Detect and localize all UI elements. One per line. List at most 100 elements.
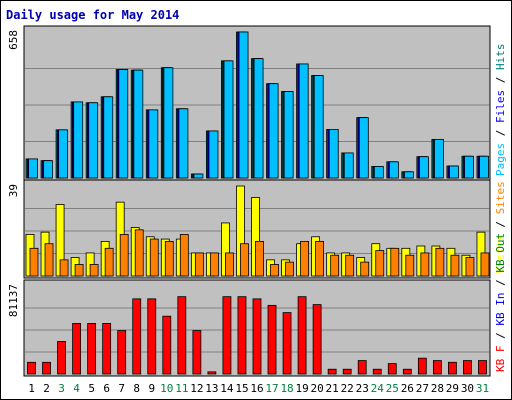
chart-title: Daily usage for May 2014 bbox=[6, 8, 179, 22]
bar-pages-day-12 bbox=[193, 173, 204, 179]
legend-separator: / bbox=[494, 273, 507, 293]
bar-pages-day-23 bbox=[358, 117, 369, 179]
bar-pages-day-11 bbox=[178, 108, 189, 179]
bar-kbf-day-11 bbox=[177, 296, 187, 375]
bar-kbf-day-4 bbox=[72, 323, 81, 375]
bar-pages-day-25 bbox=[388, 161, 399, 179]
bar-sites-day-29 bbox=[450, 254, 460, 277]
x-tick-label-day-26: 26 bbox=[401, 382, 414, 395]
x-tick-label-day-28: 28 bbox=[431, 382, 444, 395]
bar-sites-day-24 bbox=[375, 250, 385, 277]
kbytes-legend: KB F / KB In / KB Out bbox=[494, 233, 507, 372]
bar-pages-day-22 bbox=[343, 152, 354, 179]
bar-sites-day-18 bbox=[285, 261, 294, 277]
x-tick-label-day-20: 20 bbox=[311, 382, 324, 395]
bar-pages-day-31 bbox=[479, 155, 489, 179]
x-tick-label-day-15: 15 bbox=[235, 382, 248, 395]
bar-pages-day-19 bbox=[298, 63, 309, 179]
bar-pages-day-18 bbox=[283, 91, 294, 179]
bar-kbf-day-2 bbox=[42, 361, 51, 375]
bar-sites-day-1 bbox=[29, 247, 39, 277]
x-tick-label-day-23: 23 bbox=[356, 382, 369, 395]
bar-sites-day-17 bbox=[270, 264, 279, 277]
bar-sites-day-7 bbox=[119, 234, 129, 277]
bar-kbf-day-10 bbox=[162, 315, 172, 375]
bar-kbf-day-19 bbox=[297, 296, 307, 375]
bar-pages-day-15 bbox=[238, 31, 249, 179]
bar-pages-day-8 bbox=[133, 69, 144, 179]
bar-kbf-day-7 bbox=[117, 330, 127, 375]
bar-pages-day-28 bbox=[434, 138, 444, 179]
x-tick-label-day-17: 17 bbox=[265, 382, 278, 395]
x-tick-label-day-13: 13 bbox=[205, 382, 218, 395]
bar-pages-day-3 bbox=[58, 129, 69, 179]
bar-sites-day-5 bbox=[89, 264, 99, 277]
bar-kbf-day-22 bbox=[342, 368, 352, 375]
bar-kbf-day-15 bbox=[237, 296, 247, 375]
bar-pages-day-1 bbox=[28, 158, 39, 179]
bar-pages-day-4 bbox=[73, 101, 84, 179]
bar-kbf-day-30 bbox=[463, 360, 472, 375]
x-tick-label-day-21: 21 bbox=[326, 382, 339, 395]
x-tick-label-day-14: 14 bbox=[220, 382, 234, 395]
bar-kbf-day-18 bbox=[282, 312, 292, 375]
bar-kbf-day-21 bbox=[327, 368, 337, 375]
legend-separator: / bbox=[494, 123, 507, 143]
bar-sites-day-27 bbox=[420, 252, 430, 277]
bar-sites-day-15 bbox=[240, 243, 249, 277]
bar-sites-day-9 bbox=[149, 238, 159, 277]
bar-kbf-day-29 bbox=[448, 361, 457, 375]
bar-pages-day-6 bbox=[103, 96, 114, 179]
bar-sites-day-3 bbox=[59, 259, 69, 277]
x-tick-label-day-11: 11 bbox=[175, 382, 188, 395]
bar-kbf-day-20 bbox=[312, 304, 322, 375]
x-tick-label-day-4: 4 bbox=[73, 382, 80, 395]
x-tick-label-day-6: 6 bbox=[103, 382, 110, 395]
bar-kbf-day-5 bbox=[87, 323, 97, 375]
bar-sites-day-16 bbox=[255, 240, 264, 277]
bar-kbf-day-12 bbox=[192, 330, 202, 375]
x-tick-label-day-5: 5 bbox=[88, 382, 95, 395]
legend-visits: Visits bbox=[494, 234, 507, 274]
bar-sites-day-12 bbox=[194, 252, 204, 277]
x-tick-label-day-16: 16 bbox=[250, 382, 263, 395]
bar-sites-day-20 bbox=[315, 240, 325, 277]
bar-sites-day-13 bbox=[209, 252, 219, 277]
bar-sites-day-14 bbox=[225, 252, 234, 277]
bar-kbf-day-17 bbox=[267, 304, 277, 375]
bar-sites-day-4 bbox=[74, 264, 84, 277]
legend-pages: Pages bbox=[494, 143, 507, 176]
x-tick-label-day-10: 10 bbox=[160, 382, 173, 395]
x-tick-label-day-22: 22 bbox=[341, 382, 354, 395]
bar-kbf-day-8 bbox=[132, 298, 142, 375]
bar-pages-day-27 bbox=[419, 156, 429, 179]
bar-pages-day-2 bbox=[43, 160, 54, 179]
legend-separator: / bbox=[494, 326, 507, 346]
bar-sites-day-26 bbox=[405, 254, 415, 277]
legend-separator: / bbox=[494, 70, 507, 90]
bar-kbf-day-3 bbox=[57, 341, 66, 375]
x-tick-label-day-27: 27 bbox=[416, 382, 429, 395]
bar-kbf-day-6 bbox=[102, 323, 112, 375]
bar-sites-day-21 bbox=[330, 254, 340, 277]
legend-kb-out: KB Out bbox=[494, 233, 507, 273]
bar-sites-day-6 bbox=[104, 247, 114, 277]
x-tick-label-day-31: 31 bbox=[476, 382, 489, 395]
bar-sites-day-2 bbox=[44, 243, 54, 277]
x-tick-label-day-9: 9 bbox=[148, 382, 155, 395]
legend-files: Files bbox=[494, 90, 507, 123]
visits-sites-ymax-label: 39 bbox=[7, 184, 20, 197]
x-tick-label-day-19: 19 bbox=[295, 382, 308, 395]
bar-pages-day-24 bbox=[373, 166, 384, 179]
x-tick-label-day-7: 7 bbox=[118, 382, 125, 395]
bar-kbf-day-9 bbox=[147, 298, 157, 375]
bar-sites-day-31 bbox=[480, 252, 490, 277]
x-tick-label-day-24: 24 bbox=[371, 382, 385, 395]
bar-kbf-day-24 bbox=[372, 368, 382, 375]
bar-kbf-day-14 bbox=[222, 296, 232, 375]
bar-kbf-day-1 bbox=[27, 361, 36, 375]
bar-pages-day-29 bbox=[449, 165, 459, 179]
x-tick-label-day-3: 3 bbox=[58, 382, 65, 395]
bar-kbf-day-23 bbox=[357, 360, 367, 375]
